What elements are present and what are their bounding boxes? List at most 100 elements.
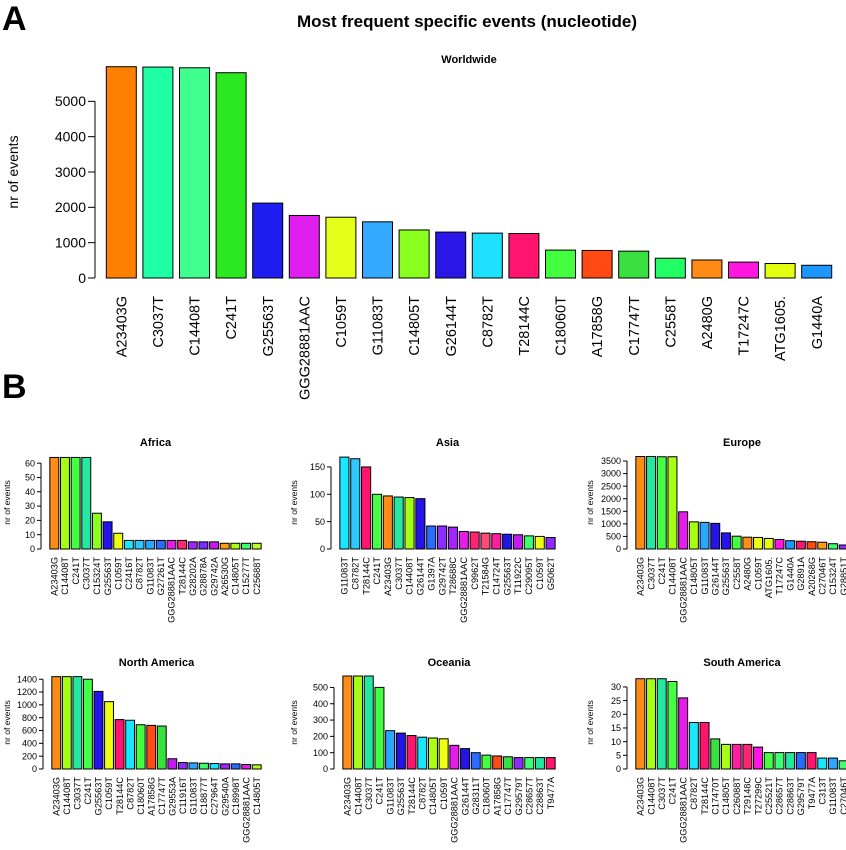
bar: [481, 754, 492, 770]
x-category-label: C8782T: [480, 296, 496, 348]
y-tick-label: 15: [611, 723, 621, 733]
x-category-label: G25563T: [396, 777, 406, 816]
y-tick-label: 0: [32, 764, 37, 774]
x-category-label: C241T: [71, 557, 81, 585]
bar: [731, 535, 742, 550]
x-category-label: C3037T: [657, 777, 667, 810]
x-category-label: C14408T: [60, 557, 70, 595]
x-category-label: C28863T: [785, 777, 795, 815]
panel-b-letter: B: [2, 368, 27, 406]
x-category-label: C27964T: [210, 777, 220, 815]
bar: [188, 762, 199, 770]
x-category-label: C15324T: [92, 557, 102, 595]
bar: [727, 261, 760, 279]
x-category-label: G29553A: [168, 776, 178, 816]
x-category-label: T11922C: [513, 557, 523, 594]
bar: [135, 724, 146, 770]
x-category-label: GGG28881AAC: [678, 777, 688, 843]
x-category-label: T28144C: [517, 296, 533, 356]
bar: [667, 456, 678, 550]
bar: [838, 760, 846, 770]
bar: [656, 456, 667, 550]
x-category-label: G25563T: [721, 557, 731, 596]
x-category-label: C241T: [372, 557, 382, 585]
x-category-label: C2558T: [732, 557, 742, 590]
bar: [838, 544, 846, 550]
x-category-label: A23403G: [383, 557, 393, 596]
y-tick-label: 0: [616, 544, 621, 554]
x-category-label: G29742T: [437, 557, 447, 596]
bar: [763, 752, 774, 770]
y-tick-label: 50: [315, 517, 325, 527]
bar: [753, 536, 764, 550]
main-title: Most frequent specific events (nucleotid…: [297, 12, 637, 31]
x-category-label: A23403G: [636, 557, 646, 596]
bar: [219, 542, 230, 550]
bar: [720, 532, 731, 550]
x-category-label: C9962T: [470, 557, 480, 590]
bar: [502, 533, 513, 550]
chart-title: North America: [119, 657, 195, 669]
bar: [361, 221, 394, 279]
x-category-label: G29579T: [514, 777, 524, 816]
bar: [385, 730, 396, 770]
bar: [363, 675, 374, 770]
x-category-label: C25688T: [252, 557, 262, 595]
chart-title: Worldwide: [441, 54, 496, 66]
chart-0: Worldwide nr of events 0 1000 2000 3000 4000 50…: [5, 54, 833, 400]
bar: [114, 719, 125, 770]
bar: [156, 725, 167, 770]
y-tick-label: 40: [25, 487, 35, 497]
bar: [523, 535, 534, 550]
x-category-label: C241T: [375, 777, 385, 805]
x-category-label: T17247C: [775, 557, 785, 595]
chart-title: Oceania: [428, 657, 472, 669]
x-category-label: G25563T: [502, 557, 512, 596]
x-category-label: G25563T: [103, 557, 113, 596]
bar: [82, 678, 93, 770]
x-category-label: C3037T: [364, 777, 374, 810]
bar: [252, 202, 284, 279]
y-axis-label: nr of events: [5, 135, 21, 208]
y-tick-label: 3000: [55, 164, 86, 180]
x-category-label: G25563T: [261, 296, 277, 357]
bar: [646, 456, 657, 550]
chart-title: Africa: [140, 437, 172, 449]
chart-6: South America nr of events 0 5 10 15 20 25 30 A23…: [585, 657, 846, 843]
bar: [720, 743, 731, 770]
bar: [426, 525, 437, 550]
bar: [134, 539, 145, 550]
x-category-label: C1059T: [439, 777, 449, 810]
bar: [93, 690, 104, 770]
x-category-label: A23403G: [114, 296, 130, 357]
y-tick-label: 1000: [17, 700, 37, 710]
x-category-label: G28202A: [188, 556, 198, 596]
x-category-label: C27046T: [839, 777, 846, 815]
bar: [742, 536, 753, 550]
chart-4: North America nr of events 0 200 400 600 800 10…: [2, 657, 262, 843]
bar: [688, 521, 699, 550]
bar: [785, 540, 796, 550]
bar: [374, 686, 385, 770]
bar: [785, 752, 796, 770]
x-category-label: C17470T: [710, 777, 720, 815]
bar: [545, 757, 556, 770]
bar: [447, 526, 458, 550]
bar: [72, 676, 83, 770]
x-category-label: C14724T: [492, 557, 502, 595]
bar: [458, 530, 469, 550]
bar: [220, 763, 231, 770]
bar: [105, 66, 137, 279]
x-category-label: A2480G: [700, 296, 716, 349]
bar: [166, 539, 177, 550]
bar: [449, 744, 460, 770]
bar: [215, 72, 247, 279]
y-tick-label: 1000: [601, 519, 621, 529]
bar: [417, 736, 428, 770]
y-axis-label: nr of events: [2, 480, 12, 524]
bar: [395, 732, 406, 770]
x-category-label: G11083T: [340, 557, 350, 595]
bar: [764, 263, 796, 279]
y-tick-label: 100: [310, 489, 325, 499]
